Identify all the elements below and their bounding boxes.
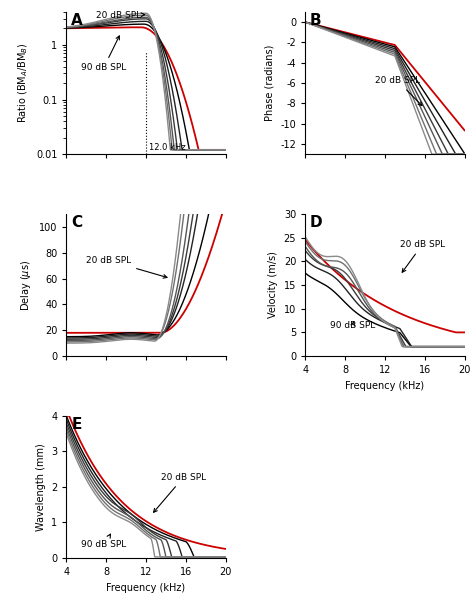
Text: 90 dB SPL: 90 dB SPL: [82, 36, 127, 72]
Text: E: E: [71, 417, 82, 432]
Y-axis label: Ratio (BM$_A$/BM$_B$): Ratio (BM$_A$/BM$_B$): [17, 43, 30, 124]
Text: 20 dB SPL: 20 dB SPL: [96, 11, 145, 20]
Text: A: A: [71, 13, 83, 28]
Text: 20 dB SPL: 20 dB SPL: [400, 240, 445, 272]
Text: 20 dB SPL: 20 dB SPL: [154, 473, 206, 512]
Y-axis label: Delay ($\mu$s): Delay ($\mu$s): [19, 259, 33, 311]
Text: D: D: [310, 215, 323, 230]
Text: 20 dB SPL: 20 dB SPL: [86, 256, 167, 278]
Text: 20 dB SPL: 20 dB SPL: [375, 76, 422, 106]
Text: B: B: [310, 13, 322, 28]
Y-axis label: Phase (radians): Phase (radians): [265, 45, 275, 121]
Text: C: C: [71, 215, 82, 230]
X-axis label: Frequency (kHz): Frequency (kHz): [107, 583, 185, 593]
Text: 90 dB SPL: 90 dB SPL: [330, 320, 375, 329]
Text: 12.0 kHz: 12.0 kHz: [149, 143, 186, 152]
Y-axis label: Velocity (m/s): Velocity (m/s): [268, 251, 278, 319]
Y-axis label: Wavelength (mm): Wavelength (mm): [36, 443, 46, 531]
Text: 90 dB SPL: 90 dB SPL: [82, 534, 127, 550]
X-axis label: Frequency (kHz): Frequency (kHz): [346, 380, 424, 391]
